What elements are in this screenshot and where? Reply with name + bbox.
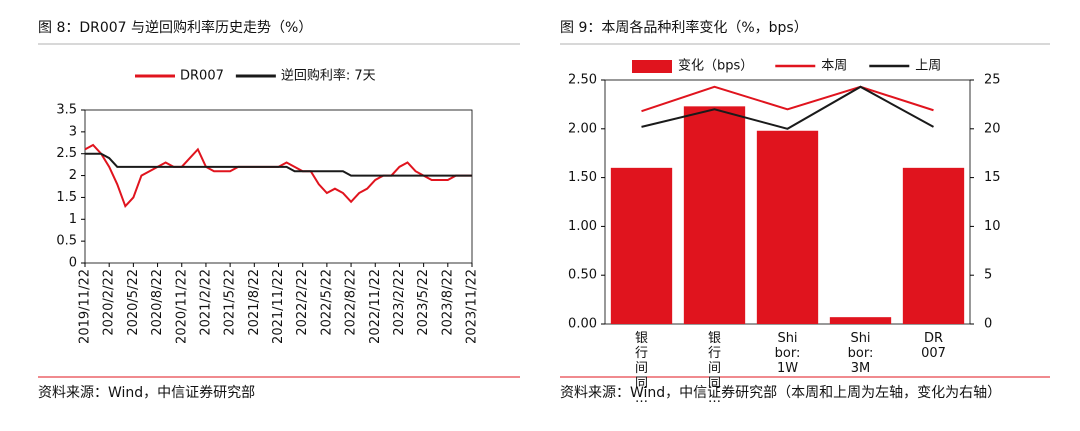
source-note: 资料来源：Wind，中信证券研究部 — [38, 385, 255, 401]
y-tick-label: 2.00 — [568, 121, 597, 136]
y2-tick-label: 10 — [984, 219, 1001, 234]
x-tick-label: Shi bor: 1W — [775, 331, 801, 376]
x-tick-label: 2021/2/22 — [198, 269, 213, 336]
chart-title: 图 9：本周各品种利率变化（%，bps） — [560, 19, 808, 36]
x-tick-label: 2021/5/22 — [223, 269, 238, 336]
x-tick-label: 2023/2/22 — [392, 269, 407, 336]
chart-title: 图 8：DR007 与逆回购利率历史走势（%） — [38, 19, 312, 36]
x-tick-label: 2023/11/22 — [465, 269, 480, 344]
x-tick-label: 2023/5/22 — [416, 269, 431, 336]
y-tick-label: 3 — [69, 124, 77, 139]
x-tick-label: 2021/11/22 — [271, 269, 286, 344]
x-tick-label: 2019/11/22 — [78, 269, 93, 344]
plot-frame — [84, 109, 473, 264]
x-tick-label: 2022/5/22 — [319, 269, 334, 336]
y-tick-label: 2.5 — [56, 146, 77, 161]
line-series — [641, 85, 934, 113]
x-tick-label: 2020/11/22 — [174, 269, 189, 344]
legend-label: 变化（bps） — [678, 58, 753, 74]
x-tick-label: 2023/8/22 — [440, 269, 455, 336]
y2-tick-label: 15 — [984, 170, 1001, 185]
y-tick-label: 1.50 — [568, 170, 597, 185]
legend-label: DR007 — [180, 69, 224, 84]
y2-tick-label: 0 — [984, 317, 992, 332]
x-tick-label: DR 007 — [921, 331, 946, 361]
y-tick-label: 1.00 — [568, 219, 597, 234]
legend-label: 本周 — [821, 59, 847, 74]
legend-label: 上周 — [915, 59, 941, 74]
x-tick-label: 2021/8/22 — [247, 269, 262, 336]
x-tick-label: 2022/2/22 — [295, 269, 310, 336]
line-series — [85, 152, 472, 177]
y-tick-label: 2 — [69, 168, 77, 183]
y-tick-label: 2.50 — [568, 73, 597, 88]
x-tick-label: 2020/8/22 — [150, 269, 165, 336]
x-tick-label: 2020/2/22 — [102, 269, 117, 336]
source-note: 资料来源：Wind，中信证券研究部（本周和上周为左轴，变化为右轴） — [560, 385, 1001, 401]
legend-swatch — [632, 60, 672, 73]
y-tick-label: 1.5 — [56, 190, 77, 205]
x-tick-label: Shi bor: 3M — [848, 331, 874, 376]
y-tick-label: 0 — [69, 256, 77, 271]
x-tick-label: 2020/5/22 — [126, 269, 141, 336]
bar — [829, 317, 892, 324]
y2-tick-label: 25 — [984, 73, 1001, 88]
x-tick-label: 银行间同… — [635, 331, 648, 406]
x-tick-label: 2022/11/22 — [368, 269, 383, 344]
y2-tick-label: 5 — [984, 268, 992, 283]
y-tick-label: 0.50 — [568, 268, 597, 283]
y-tick-label: 3.5 — [56, 103, 77, 118]
bar — [683, 106, 746, 325]
x-tick-label: 2022/8/22 — [344, 269, 359, 336]
y2-tick-label: 20 — [984, 121, 1001, 136]
y-tick-label: 1 — [69, 212, 77, 227]
x-tick-label: 银行间同… — [708, 331, 721, 406]
legend-label: 逆回购利率: 7天 — [281, 68, 376, 84]
y-tick-label: 0.00 — [568, 317, 597, 332]
bar — [902, 167, 965, 324]
line-series — [641, 85, 934, 130]
y-tick-label: 0.5 — [56, 234, 77, 249]
bar — [756, 130, 819, 324]
bar — [610, 167, 673, 324]
